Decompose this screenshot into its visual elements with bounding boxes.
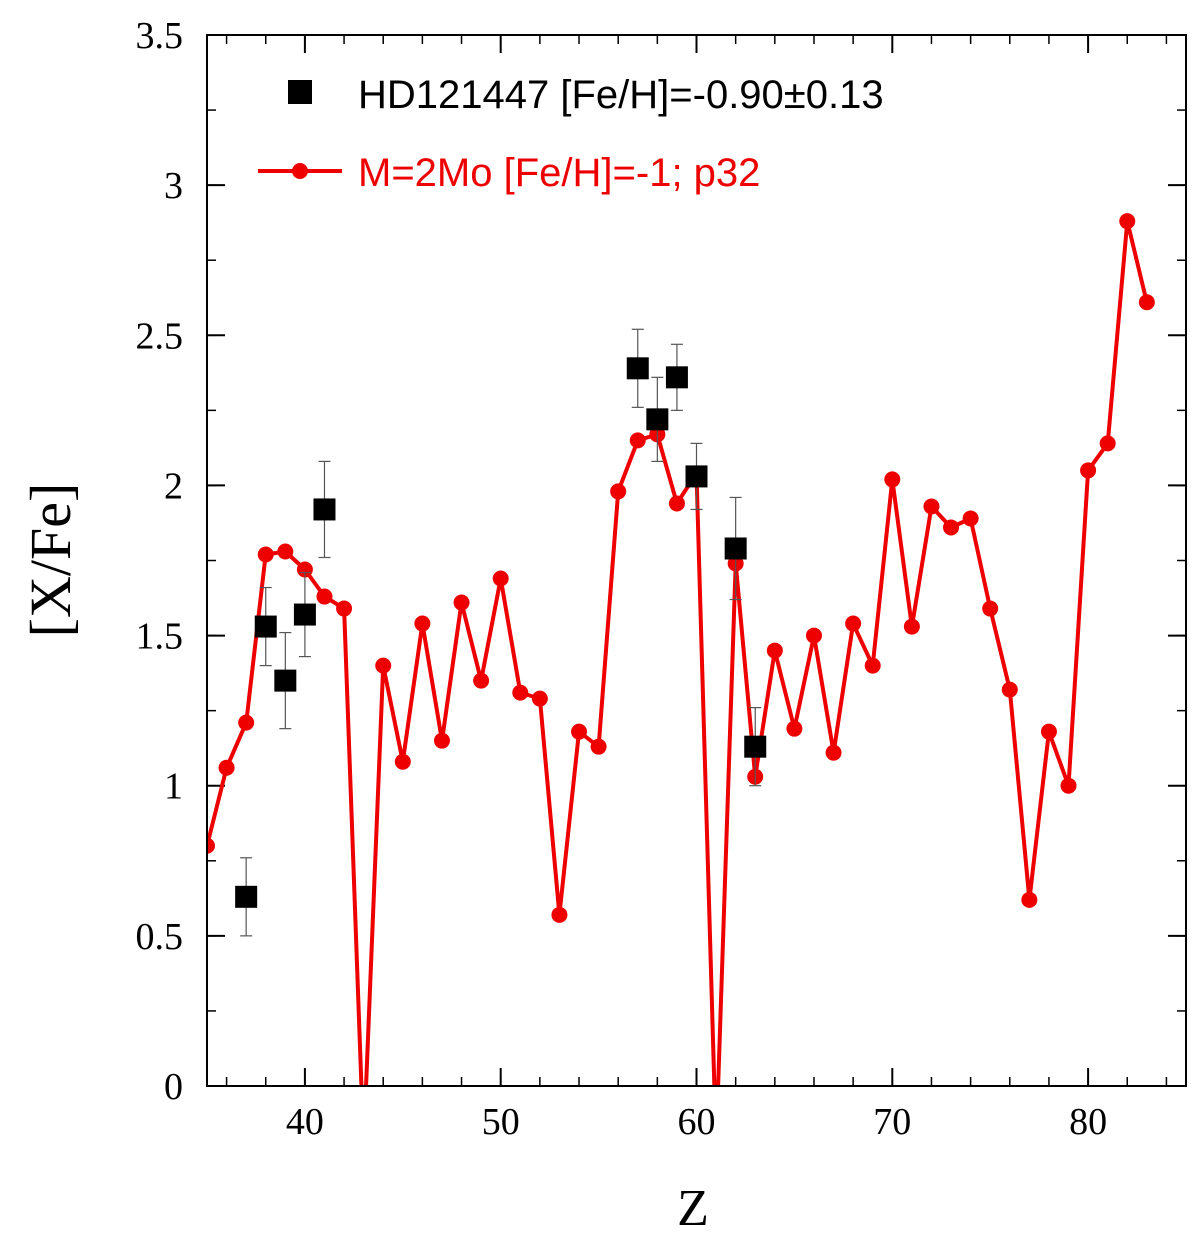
x-axis-title: Z [677,1180,709,1233]
model-point [1080,462,1097,479]
model-point [845,615,862,632]
model-point [610,483,627,500]
model-point [473,672,490,689]
observed-point [685,465,708,488]
observed-point [293,603,316,626]
model-point [238,714,255,731]
y-tick-label: 1.5 [136,616,184,658]
observed-point [274,669,297,692]
y-tick-label: 2 [164,465,183,507]
model-point [943,519,960,536]
model-point [277,543,294,560]
observed-point [665,366,688,389]
model-point [316,588,333,605]
model-point [864,657,881,674]
observed-point [254,615,277,638]
model-point [551,906,568,923]
model-point [629,432,646,449]
model-point [1001,681,1018,698]
plot-frame [206,34,1187,1087]
model-point [903,618,920,635]
model-point [571,723,588,740]
legend-label-model: M=2Mo [Fe/H]=-1; p32 [358,151,760,195]
y-tick-label: 3 [164,165,183,207]
x-tick-label: 50 [482,1101,520,1143]
legend-marker-observed [288,80,312,104]
model-point [1138,294,1155,311]
model-point [923,498,940,515]
model-point [962,510,979,527]
observed-point [744,735,767,758]
tick-labels: 40 50 60 70 80 0 0.5 1 1.5 2 2.5 3 3.5 [136,15,1108,1143]
y-axis-title: [X/Fe] [18,483,83,638]
model-point [531,690,548,707]
y-tick-label: 3.5 [136,15,184,57]
y-tick-label: 2.5 [136,315,184,357]
legend-marker-model [292,163,308,179]
model-point [668,495,685,512]
model-point [218,759,235,776]
observed-point [626,357,649,380]
model-point [512,684,529,701]
model-point [394,753,411,770]
observed-point [724,537,747,560]
model-point [1060,777,1077,794]
model-point [296,561,313,578]
model-point [805,627,822,644]
legend-label-observed: HD121447 [Fe/H]=-0.90±0.13 [358,73,884,117]
model-point [375,657,392,674]
model-point [492,570,509,587]
y-tick-label: 0 [164,1066,183,1108]
model-point [1099,435,1116,452]
legend: HD121447 [Fe/H]=-0.90±0.13 M=2Mo [Fe/H]=… [258,73,884,195]
series-layer [207,213,1155,1086]
x-tick-label: 40 [286,1101,324,1143]
model-point [336,600,353,617]
observed-point [313,498,336,521]
model-point [766,642,783,659]
model-point [982,600,999,617]
x-tick-label: 60 [678,1101,716,1143]
model-point [590,738,607,755]
model-point [257,546,274,563]
model-point [786,720,803,737]
model-point [1021,891,1038,908]
x-tick-label: 80 [1069,1101,1107,1143]
model-point [1119,213,1136,230]
observed-point [646,408,669,431]
y-tick-label: 0.5 [136,916,184,958]
y-tick-label: 1 [164,766,183,808]
model-point [884,471,901,488]
model-point [433,732,450,749]
model-point [825,744,842,761]
x-tick-label: 70 [873,1101,911,1143]
model-point [453,594,470,611]
model-point [1040,723,1057,740]
observed-point [235,885,258,908]
model-point [414,615,431,632]
model-point [207,837,215,854]
